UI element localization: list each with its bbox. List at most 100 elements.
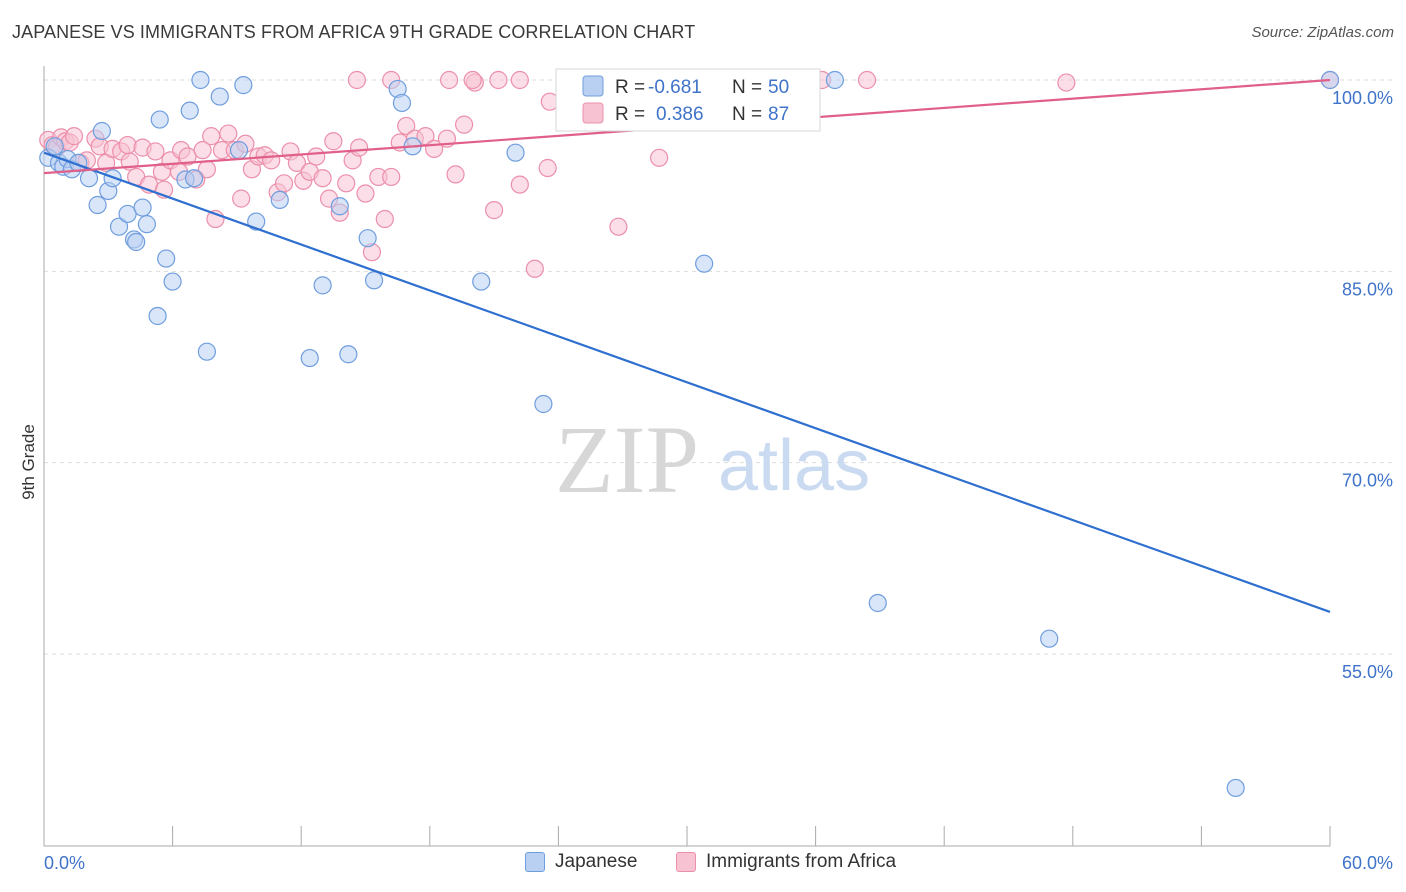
legend-n-value-2: 87 [768, 104, 789, 125]
africa-point-53 [349, 138, 369, 157]
africa-point-25 [178, 147, 197, 166]
africa-point-19 [146, 142, 165, 161]
japanese-point-37 [364, 271, 384, 290]
africa-point-32 [219, 124, 238, 143]
x-tick-label-0: 0.0% [44, 853, 85, 873]
legend-item-japanese[interactable]: Japanese [525, 851, 637, 873]
japanese-point-23 [180, 101, 199, 120]
africa-point-81 [463, 70, 482, 90]
africa-point-57 [375, 209, 394, 229]
axes [43, 66, 1331, 847]
legend-swatch-japanese-bottom [525, 852, 545, 872]
japanese-point-45 [825, 70, 844, 90]
y-tick-label-2: 70.0% [1342, 471, 1393, 491]
legend-item-africa[interactable]: Immigrants from Africa [676, 851, 896, 873]
y-tick-label-3: 55.0% [1342, 662, 1393, 682]
japanese-point-39 [392, 93, 412, 113]
africa-point-69 [510, 175, 529, 194]
japanese-point-12 [109, 217, 129, 236]
legend-swatch-africa [582, 102, 604, 124]
japanese-point-31 [270, 190, 289, 210]
africa-point-6 [64, 127, 84, 146]
africa-point-68 [485, 201, 504, 220]
japanese-point-32 [300, 348, 319, 368]
africa-point-27 [193, 141, 212, 160]
trend-lines [43, 78, 1331, 613]
africa-point-51 [337, 174, 356, 193]
africa-point-58 [382, 167, 401, 187]
africa-point-66 [454, 115, 474, 134]
japanese-point-1 [45, 137, 64, 156]
japanese-point-21 [163, 272, 182, 291]
x-tick-label-1: 60.0% [1342, 853, 1393, 873]
trend-line-japanese [43, 151, 1331, 613]
japanese-point-13 [118, 204, 137, 224]
japanese-point-24 [184, 169, 204, 188]
japanese-point-34 [330, 197, 349, 216]
legend-swatch-africa-bottom [676, 852, 696, 872]
y-tick-labels: 100.0% 85.0% 70.0% 55.0% [1332, 88, 1393, 682]
japanese-point-19 [150, 110, 169, 129]
japanese-point-33 [313, 276, 332, 295]
watermark-atlas: atlas [718, 426, 870, 506]
japanese-point-44 [695, 254, 714, 273]
africa-point-80 [439, 70, 459, 90]
africa-point-34 [232, 189, 251, 208]
japanese-point-46 [868, 593, 887, 613]
japanese-point-41 [472, 272, 491, 291]
japanese-point-8 [88, 195, 107, 215]
japanese-point-9 [92, 121, 111, 141]
legend-swatch-japanese [582, 75, 604, 97]
africa-point-41 [274, 174, 294, 193]
chart-title: JAPANESE VS IMMIGRANTS FROM AFRICA 9TH G… [12, 22, 696, 42]
legend-label-japanese: Japanese [555, 851, 638, 872]
japanese-point-27 [210, 87, 229, 106]
africa-point-65 [446, 165, 465, 184]
africa-point-75 [857, 70, 877, 90]
watermark-zip: ZIP [555, 406, 699, 513]
source-label: Source: ZipAtlas.com [1251, 24, 1394, 41]
x-tick-labels: 0.0% 60.0% [44, 853, 1393, 873]
africa-point-76 [1057, 73, 1076, 92]
africa-point-83 [510, 70, 529, 90]
japanese-point-36 [358, 229, 377, 248]
africa-point-14 [118, 135, 137, 155]
japanese-point-16 [133, 198, 152, 217]
japanese-point-26 [197, 342, 216, 361]
bottom-legend: Japanese Immigrants from Africa [0, 851, 1406, 879]
japanese-point-48 [1226, 778, 1245, 798]
africa-point-29 [202, 127, 221, 146]
africa-point-46 [307, 147, 326, 166]
africa-point-73 [650, 148, 669, 167]
africa-point-39 [262, 151, 281, 170]
japanese-point-20 [157, 249, 176, 268]
africa-point-49 [324, 132, 343, 151]
africa-point-72 [609, 217, 628, 236]
japanese-point-15 [127, 232, 146, 252]
japanese-point-17 [137, 215, 156, 234]
y-axis-label: 9th Grade [19, 424, 38, 500]
africa-point-47 [313, 169, 332, 188]
africa-point-78 [347, 70, 367, 90]
legend-box: R = -0.681 N = 50 R = 0.386 N = 87 [555, 68, 821, 132]
japanese-point-25 [191, 70, 210, 90]
legend-r-label-1: R = [615, 77, 645, 98]
legend-r-value-1: -0.681 [648, 77, 702, 98]
africa-point-60 [397, 116, 416, 136]
legend-n-label-1: N = [732, 77, 762, 98]
africa-point-82 [489, 70, 508, 90]
africa-point-54 [356, 184, 375, 203]
japanese-point-18 [148, 306, 167, 326]
watermark: ZIP atlas [555, 406, 870, 513]
japanese-point-28 [229, 141, 249, 160]
africa-point-71 [538, 158, 557, 178]
legend-r-value-2: 0.386 [656, 104, 704, 125]
legend-n-value-1: 50 [768, 77, 789, 98]
legend-n-label-2: N = [732, 104, 762, 125]
japanese-point-43 [534, 394, 553, 414]
japanese-point-35 [339, 345, 358, 364]
japanese-point-42 [506, 143, 525, 162]
japanese-point-47 [1040, 629, 1059, 648]
y-tick-label-1: 85.0% [1342, 279, 1393, 299]
